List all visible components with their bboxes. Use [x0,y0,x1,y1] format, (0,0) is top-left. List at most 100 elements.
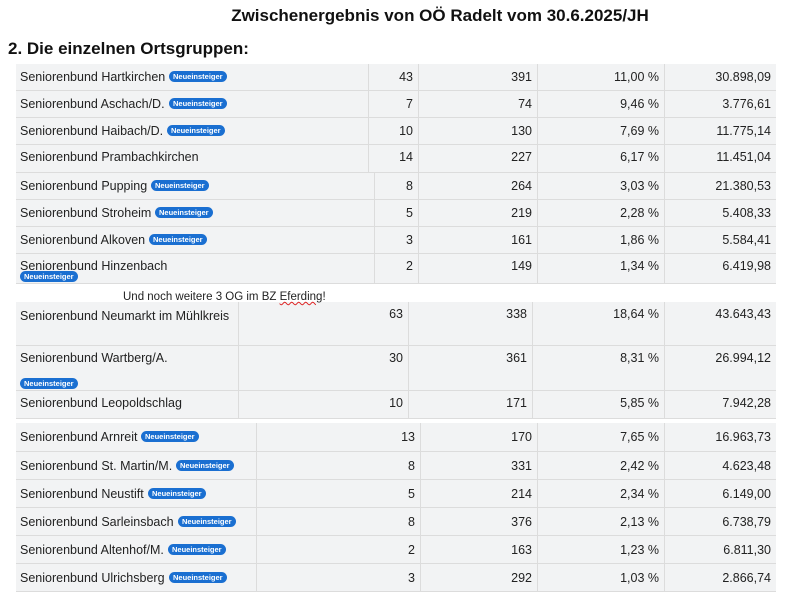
count-cell: 10 [368,118,418,144]
count-value: 7 [406,97,413,111]
count-cell: 8 [256,508,420,535]
group-name: Seniorenbund Prambachkirchen [20,150,199,164]
total-cell: 26.994,12 [664,346,776,390]
pct-value: 8,31 % [620,351,659,365]
neueinsteiger-badge: Neueinsteiger [176,460,234,471]
km-value: 219 [511,206,532,220]
total-cell: 30.898,09 [664,64,776,90]
group-name: Seniorenbund Altenhof/M. [20,543,164,557]
km-cell: 391 [418,64,537,90]
group-name: Seniorenbund Wartberg/A. [20,351,168,365]
count-cell: 63 [238,302,408,345]
km-value: 338 [506,307,527,321]
table-row: Seniorenbund Hinzenbach Neueinsteiger 2 149… [16,254,776,284]
total-value: 21.380,53 [715,179,771,193]
neueinsteiger-badge: Neueinsteiger [20,271,78,282]
km-value: 171 [506,396,527,410]
km-value: 264 [511,179,532,193]
count-cell: 8 [374,173,418,199]
total-cell: 21.380,53 [664,173,776,199]
km-cell: 149 [418,254,537,283]
total-value: 5.408,33 [722,206,771,220]
name-cell: Seniorenbund St. Martin/M. Neueinsteiger [16,452,256,479]
table-row: Seniorenbund Aschach/D. Neueinsteiger 7 74 9… [16,91,776,118]
neueinsteiger-badge: Neueinsteiger [169,71,227,82]
km-value: 214 [511,487,532,501]
count-value: 3 [406,233,413,247]
neueinsteiger-badge: Neueinsteiger [169,98,227,109]
pct-value: 3,03 % [620,179,659,193]
km-cell: 74 [418,91,537,117]
count-value: 30 [389,351,403,365]
group-name: Seniorenbund Ulrichsberg [20,571,165,585]
km-cell: 171 [408,391,532,418]
count-cell: 7 [368,91,418,117]
pct-value: 6,17 % [620,150,659,164]
page-title: Zwischenergebnis von OÖ Radelt vom 30.6.… [231,6,649,25]
total-cell: 6.149,00 [664,480,776,507]
total-cell: 11.775,14 [664,118,776,144]
table-row: Seniorenbund Alkoven Neueinsteiger 3 161 1,8… [16,227,776,254]
neueinsteiger-badge: Neueinsteiger [167,125,225,136]
ortsgruppen-table: Seniorenbund Hartkirchen Neueinsteiger 43 3… [16,64,776,173]
table-row: Seniorenbund Hartkirchen Neueinsteiger 43 3… [16,64,776,91]
count-value: 3 [408,571,415,585]
count-cell: 2 [256,536,420,563]
km-cell: 219 [418,200,537,226]
km-cell: 214 [420,480,537,507]
ortsgruppen-table: Seniorenbund Arnreit Neueinsteiger 13 170 7,… [16,423,776,592]
count-cell: 30 [238,346,408,390]
count-value: 5 [408,487,415,501]
table-row: Seniorenbund Arnreit Neueinsteiger 13 170 7,… [16,423,776,452]
total-cell: 6.738,79 [664,508,776,535]
total-cell: 3.776,61 [664,91,776,117]
note-text-before: Und noch weitere 3 OG im BZ [123,291,280,303]
table-row: Seniorenbund Haibach/D. Neueinsteiger 10 13… [16,118,776,145]
total-value: 6.419,98 [722,259,771,273]
pct-cell: 2,28 % [537,200,664,226]
name-cell: Seniorenbund Haibach/D. Neueinsteiger [16,118,368,144]
neueinsteiger-badge: Neueinsteiger [151,180,209,191]
count-value: 8 [408,459,415,473]
total-value: 30.898,09 [715,70,771,84]
total-value: 6.811,30 [723,543,771,557]
total-value: 26.994,12 [715,351,771,365]
pct-value: 11,00 % [614,70,659,84]
km-cell: 331 [420,452,537,479]
pct-cell: 2,42 % [537,452,664,479]
km-value: 149 [511,259,532,273]
neueinsteiger-badge: Neueinsteiger [20,378,78,389]
count-value: 10 [399,124,413,138]
pct-cell: 1,03 % [537,564,664,591]
pct-cell: 2,13 % [537,508,664,535]
count-cell: 8 [256,452,420,479]
pct-value: 1,23 % [620,543,659,557]
count-value: 2 [406,259,413,273]
count-cell: 2 [374,254,418,283]
km-value: 361 [506,351,527,365]
km-value: 170 [511,430,532,444]
table-row: Seniorenbund Altenhof/M. Neueinsteiger 2 16… [16,536,776,564]
km-cell: 227 [418,145,537,172]
total-value: 2.866,74 [722,571,771,585]
name-cell: Seniorenbund Stroheim Neueinsteiger [16,200,374,226]
pct-cell: 11,00 % [537,64,664,90]
name-cell: Seniorenbund Neustift Neueinsteiger [16,480,256,507]
km-value: 292 [511,571,532,585]
note-text-underlined: Eferding [279,291,323,303]
group-name: Seniorenbund Pupping [20,179,148,193]
pct-value: 9,46 % [620,97,659,111]
count-cell: 3 [374,227,418,253]
total-cell: 5.408,33 [664,200,776,226]
km-value: 227 [511,150,532,164]
km-value: 161 [511,233,532,247]
count-cell: 14 [368,145,418,172]
count-value: 63 [389,307,403,321]
count-value: 5 [406,206,413,220]
total-value: 4.623,48 [722,459,771,473]
count-value: 10 [389,396,403,410]
pct-value: 5,85 % [620,396,659,410]
pct-value: 7,69 % [620,124,659,138]
count-value: 14 [399,150,413,164]
count-value: 43 [399,70,413,84]
